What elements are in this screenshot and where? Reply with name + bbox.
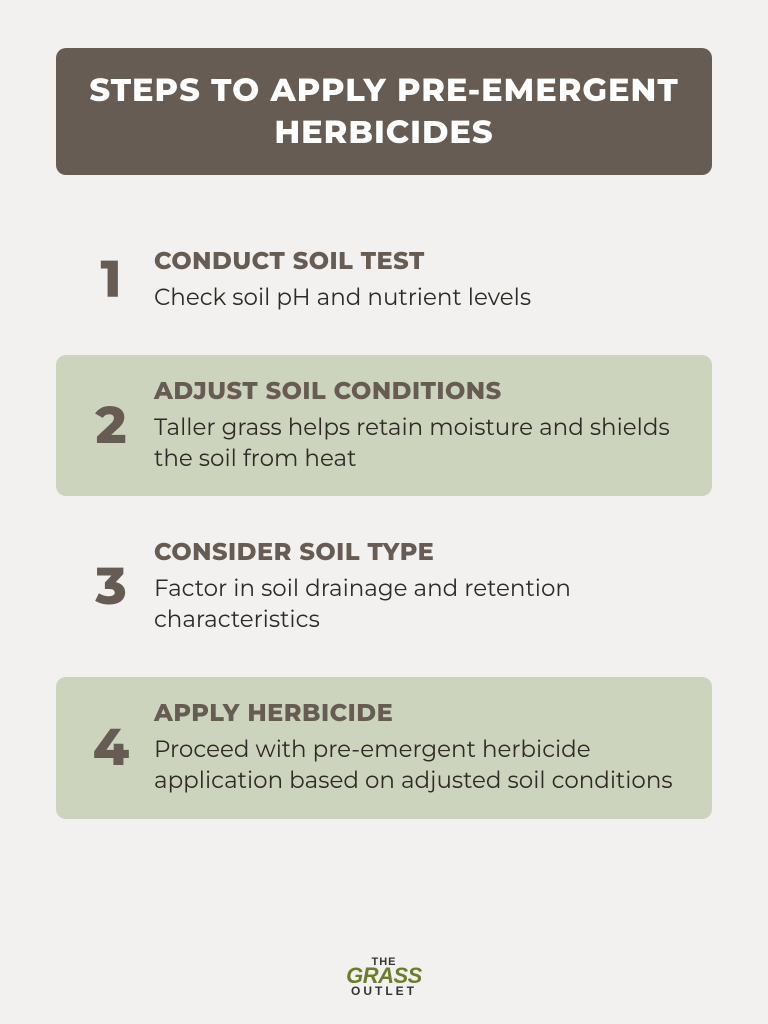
steps-list: 1 CONDUCT SOIL TEST Check soil pH and nu… bbox=[56, 225, 712, 818]
page-title: STEPS TO APPLY PRE-EMERGENT HERBICIDES bbox=[86, 70, 682, 153]
step-description: Proceed with pre-emergent herbicide appl… bbox=[154, 734, 686, 796]
step-title: ADJUST SOIL CONDITIONS bbox=[154, 377, 686, 406]
step-text: CONDUCT SOIL TEST Check soil pH and nutr… bbox=[154, 247, 686, 313]
step-title: CONSIDER SOIL TYPE bbox=[154, 538, 686, 567]
step-row: 2 ADJUST SOIL CONDITIONS Taller grass he… bbox=[56, 355, 712, 496]
step-number: 4 bbox=[68, 722, 154, 774]
infographic-container: STEPS TO APPLY PRE-EMERGENT HERBICIDES 1… bbox=[0, 0, 768, 819]
step-title: CONDUCT SOIL TEST bbox=[154, 247, 686, 276]
step-description: Check soil pH and nutrient levels bbox=[154, 282, 686, 313]
step-number: 1 bbox=[68, 254, 154, 306]
step-description: Factor in soil drainage and retention ch… bbox=[154, 573, 686, 635]
brand-logo: THE GRASS OUTLET bbox=[346, 958, 422, 996]
step-number: 2 bbox=[68, 400, 154, 452]
step-row: 1 CONDUCT SOIL TEST Check soil pH and nu… bbox=[56, 225, 712, 335]
title-bar: STEPS TO APPLY PRE-EMERGENT HERBICIDES bbox=[56, 48, 712, 175]
step-text: CONSIDER SOIL TYPE Factor in soil draina… bbox=[154, 538, 686, 635]
step-text: ADJUST SOIL CONDITIONS Taller grass help… bbox=[154, 377, 686, 474]
step-row: 3 CONSIDER SOIL TYPE Factor in soil drai… bbox=[56, 516, 712, 657]
step-text: APPLY HERBICIDE Proceed with pre-emergen… bbox=[154, 699, 686, 796]
logo-line-3: OUTLET bbox=[346, 986, 422, 996]
step-description: Taller grass helps retain moisture and s… bbox=[154, 412, 686, 474]
step-row: 4 APPLY HERBICIDE Proceed with pre-emerg… bbox=[56, 677, 712, 818]
step-number: 3 bbox=[68, 561, 154, 613]
step-title: APPLY HERBICIDE bbox=[154, 699, 686, 728]
